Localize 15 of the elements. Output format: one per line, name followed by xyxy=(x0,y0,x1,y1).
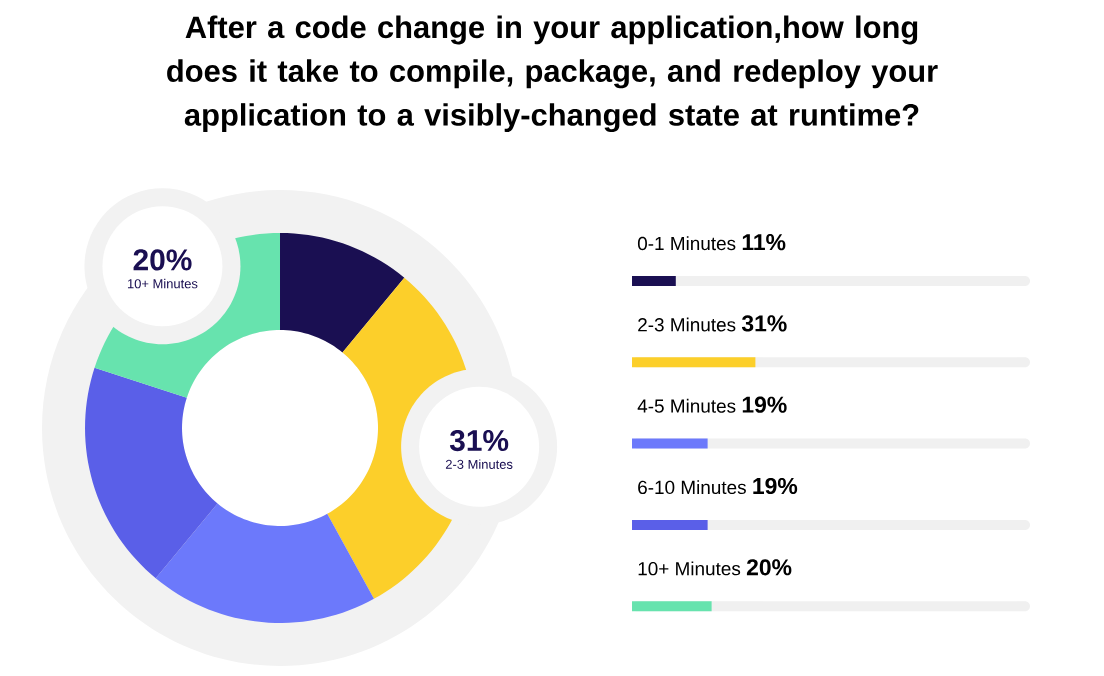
category-label: 6-10 Minutes xyxy=(638,480,746,495)
data-label: 19% xyxy=(753,477,798,495)
chart-title: After a code change in your application,how long does it take to compile, package, and redeploy your application to a visibly-changed state at runtime? xyxy=(167,15,938,133)
data-label: 31% xyxy=(741,315,787,332)
category-label: 4-5 Minutes xyxy=(637,398,736,413)
data-label: 20% xyxy=(133,249,192,271)
slice-label: 2-3 Minutes xyxy=(445,459,513,469)
data-label: 31% xyxy=(449,429,509,452)
category-label: 0-1 Minutes xyxy=(637,236,736,251)
slice-label: 10+ Minutes xyxy=(127,278,198,289)
data-label: 20% xyxy=(746,559,792,576)
data-label: 19% xyxy=(742,396,787,413)
category-label: 2-3 Minutes xyxy=(638,317,736,332)
category-label: 10+ Minutes xyxy=(638,561,741,576)
data-label: 11% xyxy=(742,234,786,251)
